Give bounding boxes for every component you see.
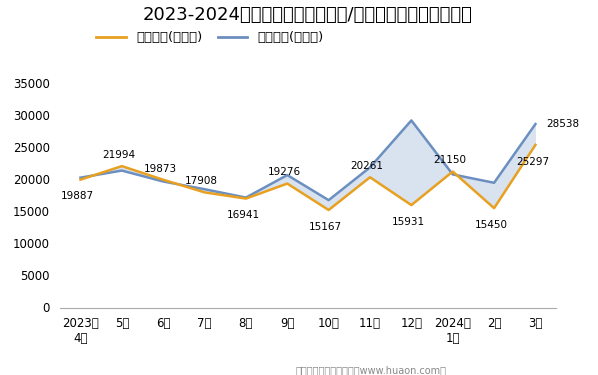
Text: 25297: 25297 <box>516 156 549 166</box>
Text: 28538: 28538 <box>547 119 579 129</box>
Legend: 出口总额(万美元), 进口总额(万美元): 出口总额(万美元), 进口总额(万美元) <box>91 26 329 50</box>
Text: 16941: 16941 <box>227 210 260 220</box>
Text: 15450: 15450 <box>475 220 508 230</box>
Text: 19276: 19276 <box>268 168 301 177</box>
Text: 21994: 21994 <box>102 150 136 160</box>
Title: 2023-2024年包头市（境内目的地/货源地）进、出口额统计: 2023-2024年包头市（境内目的地/货源地）进、出口额统计 <box>143 6 473 24</box>
Text: 制图：华经产业研究院（www.huaon.com）: 制图：华经产业研究院（www.huaon.com） <box>295 365 446 375</box>
Text: 19887: 19887 <box>61 191 94 201</box>
Text: 20261: 20261 <box>351 161 384 171</box>
Text: 21150: 21150 <box>434 155 466 165</box>
Text: 19873: 19873 <box>144 164 177 174</box>
Text: 15931: 15931 <box>392 217 425 227</box>
Text: 17908: 17908 <box>185 176 218 186</box>
Text: 15167: 15167 <box>309 222 343 232</box>
